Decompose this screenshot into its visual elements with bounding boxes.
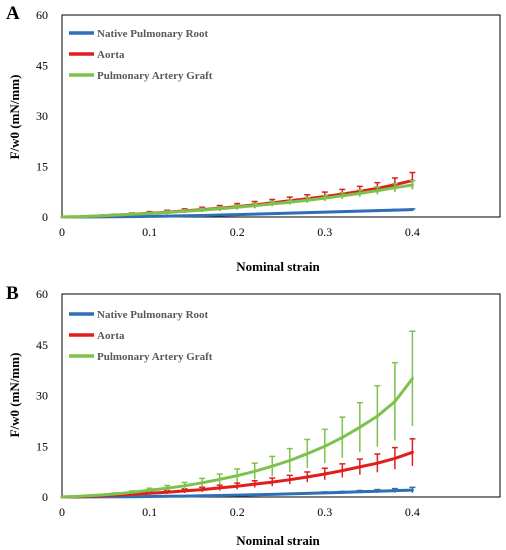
panel-a-x-tick-label: 0.1 [142, 225, 157, 239]
panel-b-plot-frame [61, 293, 501, 498]
panel-a-x-tick-label: 0.4 [405, 225, 420, 239]
panel-a-x-tick-label: 0.2 [230, 225, 245, 239]
panel-a-y-tick-label: 0 [42, 210, 48, 224]
panel-b-pulmonary-artery-graft-line [60, 377, 414, 499]
panel-b-legend-label-native-pulmonary-root: Native Pulmonary Root [97, 309, 209, 321]
panel-b-x-tick-label: 0 [59, 505, 65, 519]
panel-a-y-tick-label: 30 [36, 109, 48, 123]
panel-a-y-tick-label: 45 [36, 59, 48, 73]
panel-a-legend-label-pulmonary-artery-graft: Pulmonary Artery Graft [97, 70, 213, 82]
panel-a-pulmonary-artery-graft-line [60, 183, 414, 219]
panel-a-y-tick-label: 60 [36, 8, 48, 22]
panel-b: B F/w0 (mN/mm) Nominal strain 0 15 30 45 60 0… [6, 283, 501, 548]
panel-a-plot-frame [61, 14, 501, 218]
panel-b-aorta-line [60, 450, 414, 499]
panel-a-x-tick-label: 0 [59, 225, 65, 239]
panel-b-label: B [6, 283, 19, 304]
panel-b-x-axis-title: Nominal strain [236, 533, 320, 548]
panel-b-y-tick-label: 15 [36, 439, 48, 453]
panel-b-native-pulmonary-root-line [60, 488, 414, 499]
panel-a-x-tick-label: 0.3 [317, 225, 332, 239]
panel-a-legend-label-native-pulmonary-root: Native Pulmonary Root [97, 28, 209, 40]
panel-b-y-tick-label: 60 [36, 287, 48, 301]
panel-b-y-axis-title: F/w0 (mN/mm) [7, 353, 22, 438]
panel-a-legend-label-aorta: Aorta [97, 49, 125, 61]
panel-a-native-pulmonary-root-line [60, 208, 414, 219]
panel-b-y-tick-label: 0 [42, 490, 48, 504]
panel-b-x-tick-label: 0.3 [317, 505, 332, 519]
panel-a-label: A [6, 3, 20, 24]
panel-a-y-axis-title: F/w0 (mN/mm) [7, 75, 22, 160]
panel-a: A F/w0 (mN/mm) Nominal strain 0 15 30 45 60 0… [6, 3, 501, 274]
panel-b-y-tick-label: 45 [36, 338, 48, 352]
panel-b-legend-label-pulmonary-artery-graft: Pulmonary Artery Graft [97, 351, 213, 363]
panel-b-y-tick-label: 30 [36, 389, 48, 403]
panel-b-legend-label-aorta: Aorta [97, 330, 125, 342]
panel-a-x-axis-title: Nominal strain [236, 259, 320, 274]
panel-b-x-tick-label: 0.1 [142, 505, 157, 519]
panel-b-x-tick-label: 0.4 [405, 505, 420, 519]
panel-a-y-tick-label: 15 [36, 160, 48, 174]
panel-b-x-tick-label: 0.2 [230, 505, 245, 519]
